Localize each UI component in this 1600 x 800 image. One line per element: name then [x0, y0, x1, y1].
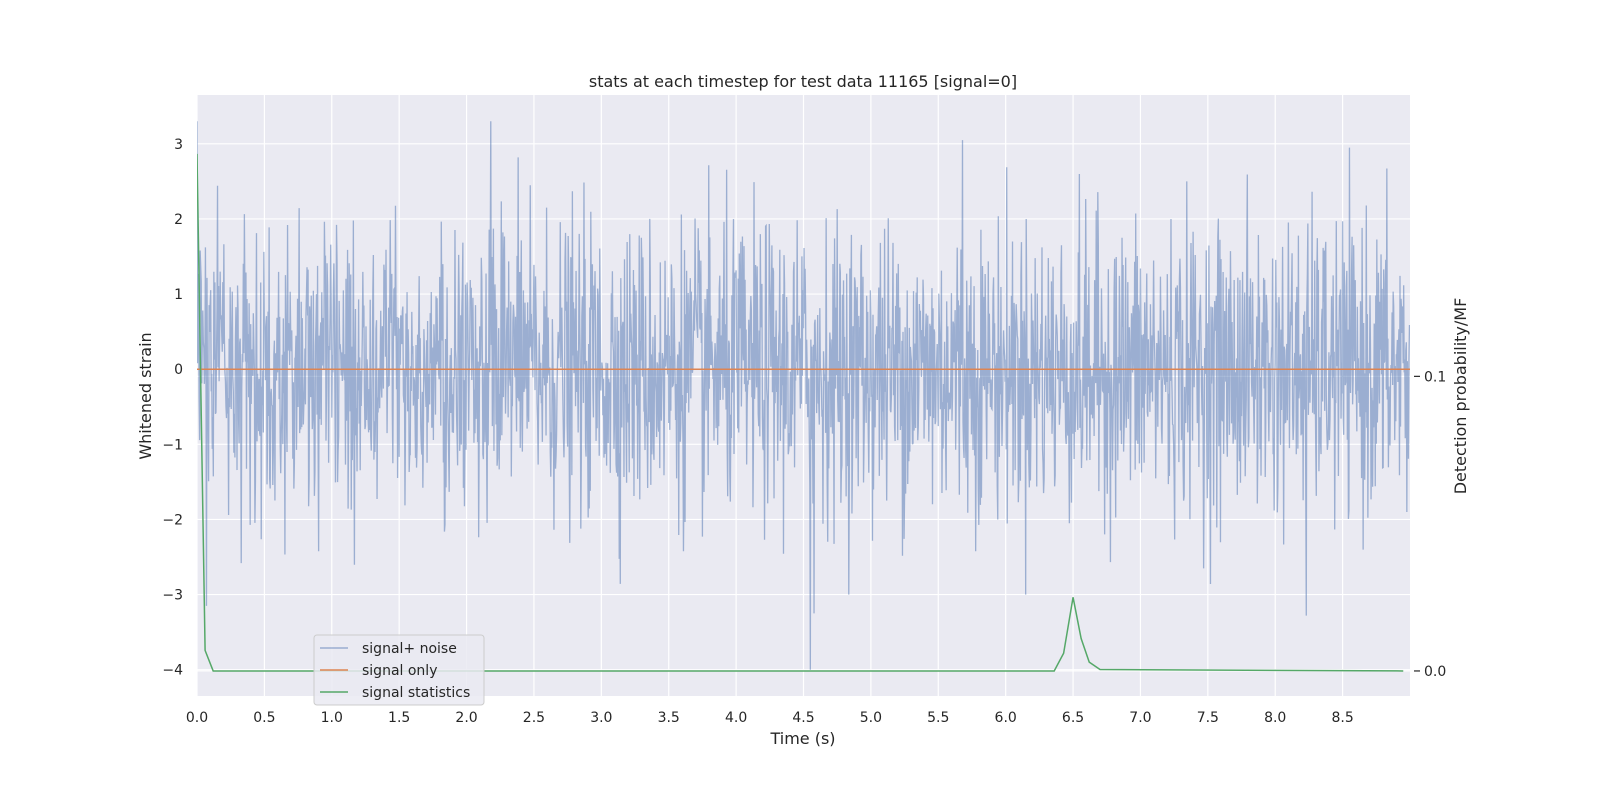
x-tick-label: 2.0	[455, 710, 477, 726]
y-axis-label: Whitened strain	[136, 332, 155, 459]
x-tick-label: 7.0	[1129, 710, 1151, 726]
x-tick-label: 3.5	[658, 710, 680, 726]
legend-box	[313, 634, 485, 706]
x-tick-label: 0.5	[253, 710, 275, 726]
x-tick-label: 3.0	[590, 710, 612, 726]
x-tick-label: 1.5	[388, 710, 410, 726]
x-tick-label: 6.0	[995, 710, 1017, 726]
right-tick-label: 0.0	[1424, 664, 1446, 680]
series-signal-noise-line	[197, 121, 1410, 670]
y-tick-label: 2	[174, 212, 183, 228]
x-tick-label: 1.0	[321, 710, 343, 726]
x-tick-label: 7.5	[1197, 710, 1219, 726]
legend-label-signal-statistics: signal statistics	[362, 685, 470, 701]
x-axis-label: Time (s)	[769, 729, 835, 748]
y-tick-label: 3	[174, 137, 183, 153]
x-tick-label: 4.0	[725, 710, 747, 726]
right-axis-label: Detection probability/MF	[1451, 298, 1470, 495]
right-axis-ticks: 0.0 0.1	[1414, 369, 1446, 680]
x-tick-label: 0.0	[186, 710, 208, 726]
y-tick-label: −4	[162, 663, 183, 679]
legend: signal+ noise signal only signal statist…	[313, 634, 485, 706]
x-axis-ticks: 0.0 0.5 1.0 1.5 2.0 2.5 3.0 3.5 4.0 4.5 5.0 5.5 6.0 6…	[186, 710, 1354, 726]
y-tick-label: 1	[174, 287, 183, 303]
x-tick-label: 6.5	[1062, 710, 1084, 726]
x-tick-label: 4.5	[792, 710, 814, 726]
legend-label-signal-only: signal only	[362, 663, 437, 679]
chart-title: stats at each timestep for test data 111…	[589, 72, 1017, 91]
y-tick-label: −3	[162, 588, 183, 604]
x-tick-label: 8.0	[1264, 710, 1286, 726]
legend-label-signal-noise: signal+ noise	[362, 641, 457, 657]
x-tick-label: 8.5	[1331, 710, 1353, 726]
x-tick-label: 5.0	[860, 710, 882, 726]
y-axis-ticks: −4 −3 −2 −1 0 1 2 3	[162, 137, 183, 679]
y-tick-label: −1	[162, 437, 183, 453]
x-tick-label: 5.5	[927, 710, 949, 726]
y-tick-label: −2	[162, 512, 183, 528]
series-signal-statistics-line	[197, 153, 1404, 672]
right-tick-label: 0.1	[1424, 369, 1446, 385]
x-tick-label: 2.5	[523, 710, 545, 726]
y-tick-label: 0	[174, 362, 183, 378]
